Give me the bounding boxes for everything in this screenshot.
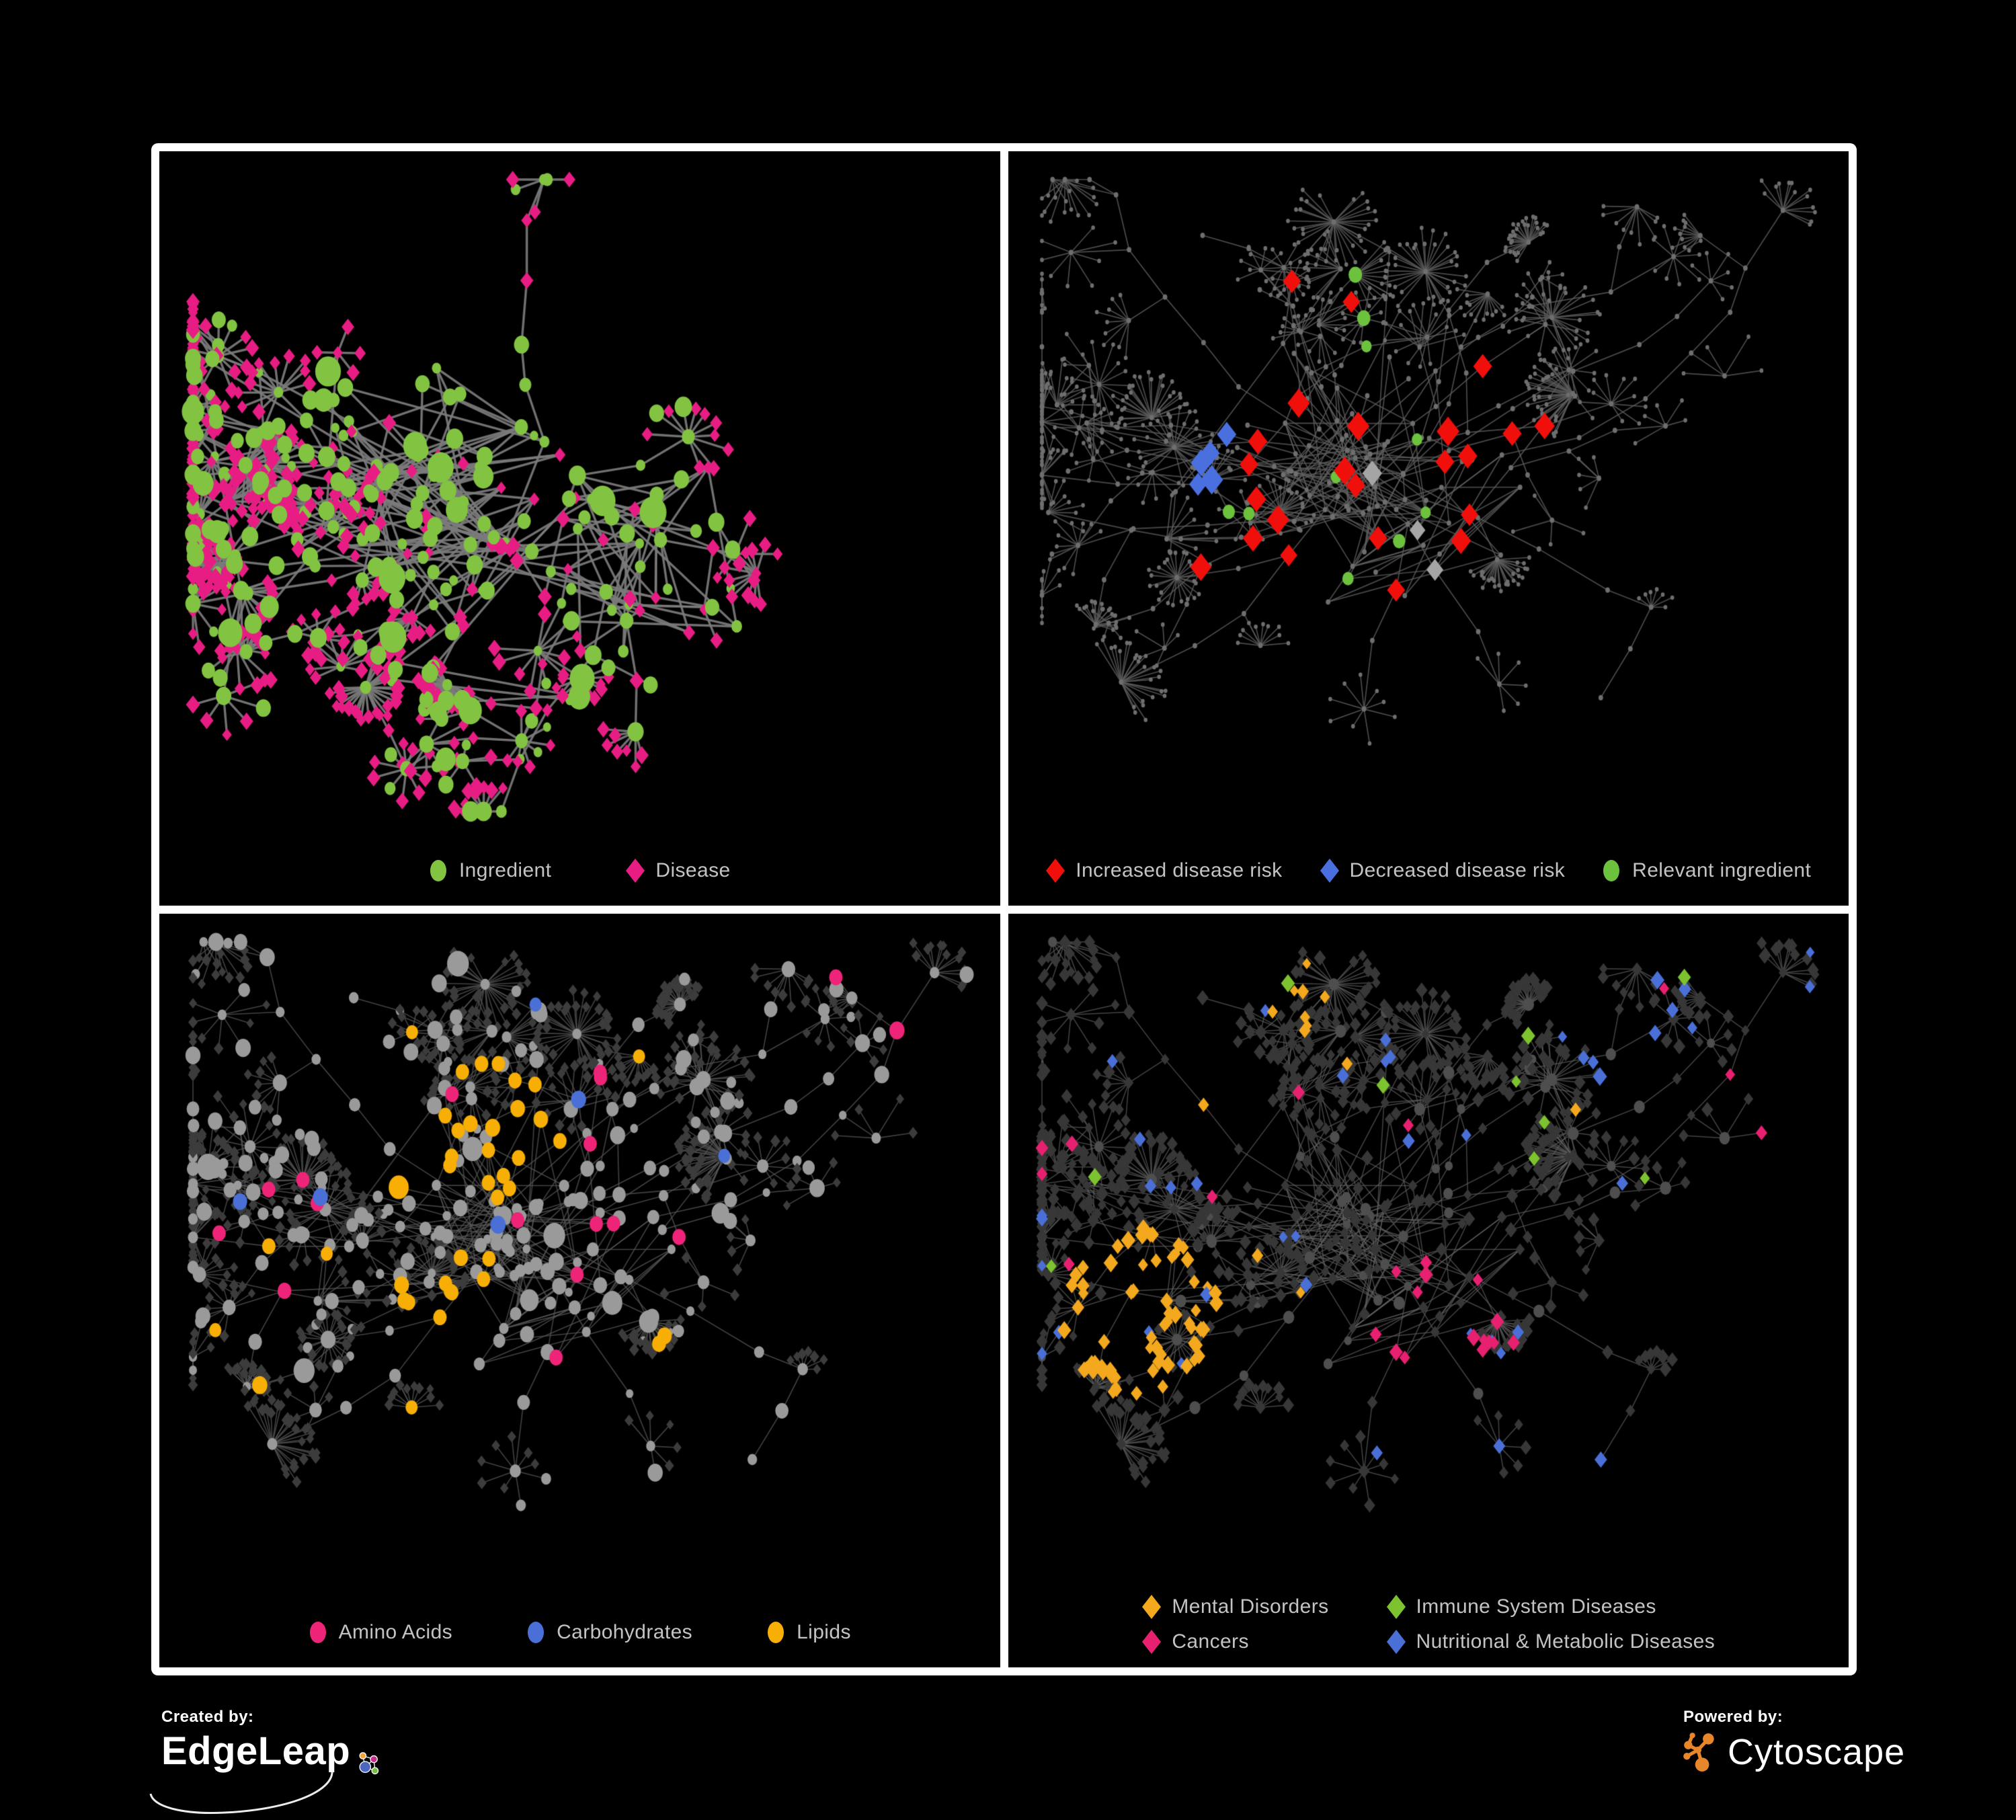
legend-label: Increased disease risk [1076,859,1283,881]
legend-ingredient-disease: Ingredient Disease [159,858,1000,883]
network-graph-disease-classes [1008,913,1849,1667]
legend-diamond-swatch [1046,858,1065,883]
legend-circle-swatch [768,1622,784,1643]
legend-label: Mental Disorders [1172,1595,1329,1618]
legend-label: Disease [655,859,731,881]
legend-label: Immune System Diseases [1416,1595,1656,1618]
legend-diamond-swatch [1386,1595,1406,1619]
legend-circle-swatch [309,1622,326,1643]
legend-circle-swatch [1603,859,1620,881]
legend-disease-risk: Increased disease risk Decreased disease … [1008,858,1849,883]
legend-label: Relevant ingredient [1632,859,1812,881]
legend-diamond-swatch [626,858,645,883]
legend-item-decreased-disease-risk: Decreased disease risk [1320,858,1566,883]
powered-by-label: Powered by: [1683,1708,1783,1726]
legend-item-disease: Disease [625,858,731,883]
cytoscape-brand-text: Cytoscape [1728,1732,1906,1772]
edgeleap-swoosh [149,1769,333,1814]
network-panel-disease-classes: Mental Disorders Immune System Diseases Ca… [1008,913,1849,1667]
legend-item-lipids: Lipids [766,1620,851,1645]
legend-label: Ingredient [458,859,552,881]
legend-disease-classes: Mental Disorders Immune System Diseases Ca… [1008,1595,1849,1654]
legend-item-ingredient: Ingredient [429,859,551,883]
legend-label: Decreased disease risk [1349,859,1566,881]
edgeleap-logo-icon [359,1752,379,1775]
legend-label: Amino Acids [338,1621,453,1643]
network-panel-ingredient-disease: Ingredient Disease [159,151,1000,906]
legend-circle-swatch [430,859,446,881]
network-graph-nutrients [159,913,1000,1667]
created-by-block: Created by: EdgeLeap [149,1708,383,1814]
powered-by-block: Powered by: Cytosc [1683,1708,1905,1774]
network-graph-ingredient-disease [159,151,1000,906]
legend-item-cancers: Cancers [1141,1630,1328,1654]
legend-item-relevant-ingredient: Relevant ingredient [1602,859,1811,883]
legend-label: Carbohydrates [557,1621,693,1643]
created-by-label: Created by: [161,1708,254,1726]
cytoscape-logo-icon [1683,1733,1714,1772]
legend-item-carbohydrates: Carbohydrates [526,1620,692,1645]
legend-item-amino-acids: Amino Acids [309,1620,452,1645]
legend-item-nutritional-metabolic-diseases: Nutritional & Metabolic Diseases [1386,1630,1716,1654]
legend-label: Lipids [797,1621,851,1643]
legend-label: Nutritional & Metabolic Diseases [1416,1630,1716,1653]
legend-item-immune-system-diseases: Immune System Diseases [1386,1595,1716,1619]
legend-diamond-swatch [1320,858,1339,883]
network-panel-disease-risk: Increased disease risk Decreased disease … [1008,151,1849,906]
legend-item-increased-disease-risk: Increased disease risk [1045,858,1283,883]
panel-grid: Ingredient Disease Increased disease risk… [151,143,1857,1675]
edgeleap-brand-text: EdgeLeap [161,1729,351,1773]
legend-nutrients: Amino Acids Carbohydrates Lipids [159,1620,1000,1645]
legend-diamond-swatch [1386,1630,1406,1654]
network-graph-disease-risk [1008,151,1849,906]
legend-diamond-swatch [1142,1630,1162,1654]
network-panel-nutrients: Amino Acids Carbohydrates Lipids [159,913,1000,1667]
legend-label: Cancers [1172,1630,1249,1653]
legend-diamond-swatch [1142,1595,1162,1619]
legend-item-mental-disorders: Mental Disorders [1141,1595,1328,1619]
legend-circle-swatch [528,1622,545,1643]
